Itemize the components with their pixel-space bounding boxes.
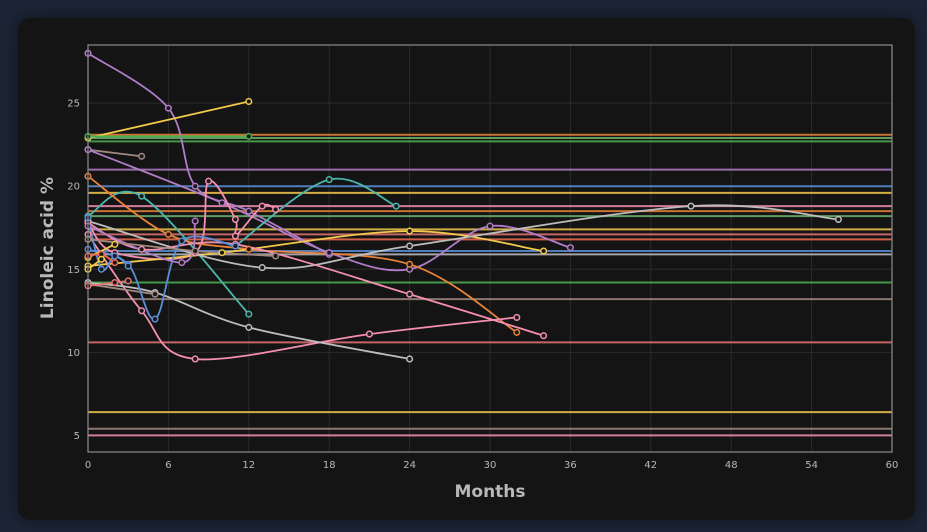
data-point [111,259,119,267]
x-tick-label: 18 [323,460,336,471]
y-tick-label: 5 [74,431,80,442]
data-point [111,252,119,260]
data-point [151,290,159,298]
y-tick-label: 15 [67,265,80,276]
data-point [245,323,253,331]
series-line [87,204,839,270]
series-line [87,281,410,360]
x-tick-label: 24 [403,460,416,471]
data-point [365,330,373,338]
data-point [513,328,521,336]
data-point [513,313,521,321]
data-point [245,245,253,253]
series-line [87,190,250,315]
data-point [97,255,105,263]
data-point [834,215,842,223]
y-tick-label: 25 [67,99,80,110]
series-line [87,230,544,267]
data-point [486,222,494,230]
data-point [258,202,266,210]
data-point [138,192,146,200]
data-point [164,104,172,112]
tick-labels: 0 6 12 18 24 30 36 42 48 54 60 5 10 15 20 25 [67,99,898,471]
data-point [218,249,226,257]
data-point [231,215,239,223]
data-point [272,252,280,260]
data-point [406,290,414,298]
data-point [111,240,119,248]
x-tick-label: 12 [242,460,255,471]
data-point [111,279,119,287]
series-markers [84,49,842,363]
series-line [87,233,517,361]
data-point [272,205,280,214]
data-point [406,227,414,235]
x-tick-label: 54 [805,460,818,471]
data-point [325,176,333,184]
x-tick-label: 30 [484,460,497,471]
data-point [406,260,414,268]
data-point [540,332,548,340]
data-point [392,202,400,210]
series-line [87,100,249,139]
data-point [97,265,105,273]
data-point [191,355,199,363]
x-tick-label: 60 [886,460,899,471]
series-line [87,175,518,334]
data-point [205,177,213,185]
plot-frame [87,44,893,453]
data-point [138,307,146,315]
x-tick-label: 6 [165,460,171,471]
series-line [234,177,397,247]
data-point [164,230,172,238]
data-point [191,182,199,190]
x-tick-label: 42 [644,460,657,471]
data-point [151,315,159,323]
data-point [138,245,146,253]
data-point [245,132,253,140]
data-point [231,232,239,240]
data-point [325,249,333,257]
data-point [124,262,132,270]
data-point [258,264,266,272]
grid [87,45,893,452]
y-tick-label: 20 [67,182,80,193]
data-point [191,247,199,255]
series-line [87,217,129,272]
data-point [687,202,695,210]
data-point [138,152,146,160]
x-tick-label: 0 [85,460,91,471]
data-point [178,259,186,267]
data-point [245,97,253,106]
data-point [191,217,199,225]
y-tick-label: 10 [67,348,80,359]
series-line [87,179,277,261]
x-axis-title: Months [454,482,525,502]
data-point [566,244,574,252]
x-tick-label: 36 [564,460,577,471]
data-point [178,237,186,245]
y-axis-title: Linoleic acid % [38,177,58,319]
data-point [406,242,414,250]
x-tick-label: 48 [725,460,738,471]
data-point [218,199,226,207]
data-point [540,247,548,255]
data-point [231,242,239,250]
data-point [406,355,414,363]
data-point [124,277,132,285]
data-point [245,310,253,318]
data-point [245,207,253,215]
